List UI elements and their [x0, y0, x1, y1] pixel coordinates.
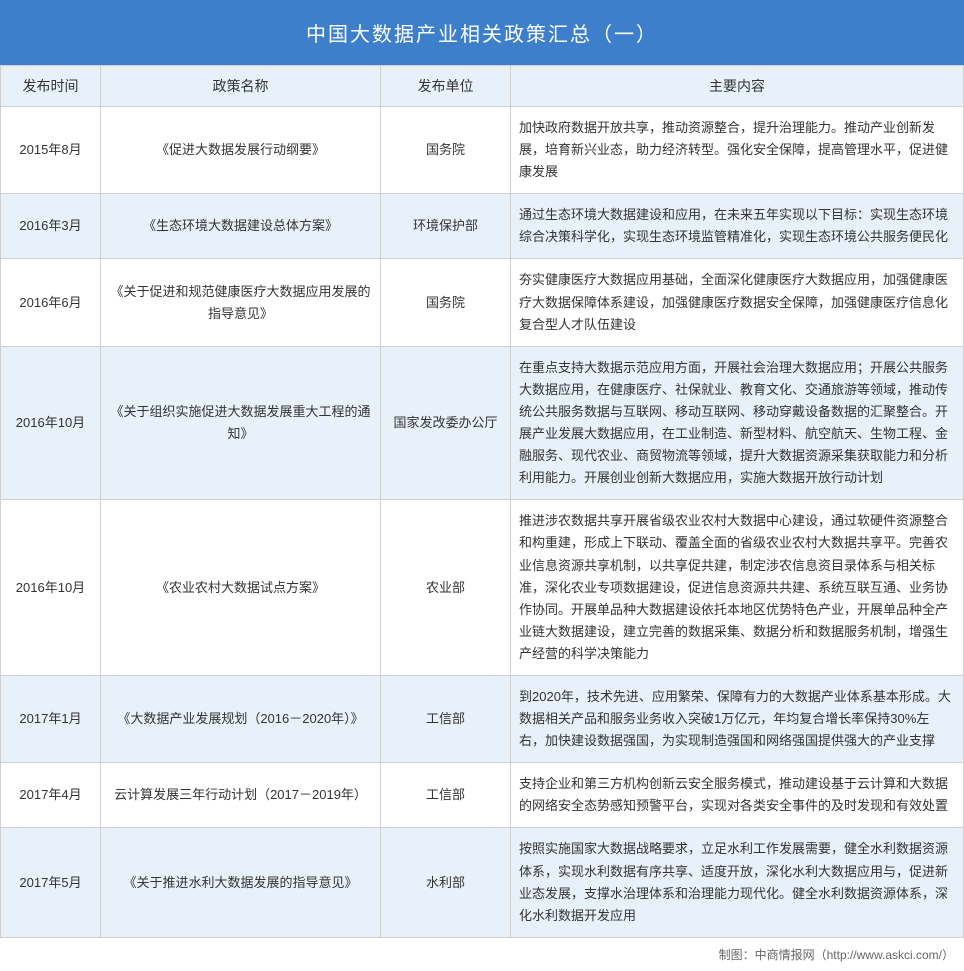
page-title: 中国大数据产业相关政策汇总（一） — [0, 0, 964, 65]
cell-name: 云计算发展三年行动计划（2017－2019年） — [101, 763, 381, 828]
table-row: 2017年5月 《关于推进水利大数据发展的指导意见》 水利部 按照实施国家大数据… — [1, 828, 964, 937]
cell-date: 2016年6月 — [1, 259, 101, 346]
cell-date: 2017年1月 — [1, 675, 101, 762]
cell-dept: 国家发改委办公厅 — [381, 346, 511, 500]
cell-content: 通过生态环境大数据建设和应用，在未来五年实现以下目标：实现生态环境综合决策科学化… — [511, 194, 964, 259]
cell-name: 《大数据产业发展规划（2016－2020年）》 — [101, 675, 381, 762]
policy-table-container: 中国大数据产业相关政策汇总（一） 发布时间 政策名称 发布单位 主要内容 201… — [0, 0, 964, 971]
cell-content: 按照实施国家大数据战略要求，立足水利工作发展需要，健全水利数据资源体系，实现水利… — [511, 828, 964, 937]
cell-content: 到2020年，技术先进、应用繁荣、保障有力的大数据产业体系基本形成。大数据相关产… — [511, 675, 964, 762]
cell-name: 《关于推进水利大数据发展的指导意见》 — [101, 828, 381, 937]
header-name: 政策名称 — [101, 66, 381, 107]
cell-content: 支持企业和第三方机构创新云安全服务模式，推动建设基于云计算和大数据的网络安全态势… — [511, 763, 964, 828]
cell-dept: 水利部 — [381, 828, 511, 937]
cell-date: 2017年5月 — [1, 828, 101, 937]
policy-table: 发布时间 政策名称 发布单位 主要内容 2015年8月 《促进大数据发展行动纲要… — [0, 65, 964, 938]
cell-content: 推进涉农数据共享开展省级农业农村大数据中心建设，通过软硬件资源整合和构重建，形成… — [511, 500, 964, 676]
table-row: 2017年1月 《大数据产业发展规划（2016－2020年）》 工信部 到202… — [1, 675, 964, 762]
cell-dept: 国务院 — [381, 107, 511, 194]
table-row: 2017年4月 云计算发展三年行动计划（2017－2019年） 工信部 支持企业… — [1, 763, 964, 828]
cell-name: 《关于组织实施促进大数据发展重大工程的通知》 — [101, 346, 381, 500]
cell-date: 2016年10月 — [1, 346, 101, 500]
footer-credit: 制图：中商情报网（http://www.askci.com/） — [0, 938, 964, 971]
cell-dept: 工信部 — [381, 675, 511, 762]
table-row: 2015年8月 《促进大数据发展行动纲要》 国务院 加快政府数据开放共享，推动资… — [1, 107, 964, 194]
cell-date: 2016年3月 — [1, 194, 101, 259]
cell-dept: 农业部 — [381, 500, 511, 676]
cell-content: 夯实健康医疗大数据应用基础，全面深化健康医疗大数据应用，加强健康医疗大数据保障体… — [511, 259, 964, 346]
table-header-row: 发布时间 政策名称 发布单位 主要内容 — [1, 66, 964, 107]
cell-dept: 工信部 — [381, 763, 511, 828]
cell-content: 加快政府数据开放共享，推动资源整合，提升治理能力。推动产业创新发展，培育新兴业态… — [511, 107, 964, 194]
cell-name: 《促进大数据发展行动纲要》 — [101, 107, 381, 194]
cell-dept: 环境保护部 — [381, 194, 511, 259]
cell-name: 《关于促进和规范健康医疗大数据应用发展的指导意见》 — [101, 259, 381, 346]
cell-date: 2015年8月 — [1, 107, 101, 194]
cell-dept: 国务院 — [381, 259, 511, 346]
header-dept: 发布单位 — [381, 66, 511, 107]
cell-name: 《生态环境大数据建设总体方案》 — [101, 194, 381, 259]
table-row: 2016年3月 《生态环境大数据建设总体方案》 环境保护部 通过生态环境大数据建… — [1, 194, 964, 259]
cell-date: 2017年4月 — [1, 763, 101, 828]
header-content: 主要内容 — [511, 66, 964, 107]
table-row: 2016年10月 《农业农村大数据试点方案》 农业部 推进涉农数据共享开展省级农… — [1, 500, 964, 676]
cell-name: 《农业农村大数据试点方案》 — [101, 500, 381, 676]
table-row: 2016年10月 《关于组织实施促进大数据发展重大工程的通知》 国家发改委办公厅… — [1, 346, 964, 500]
cell-date: 2016年10月 — [1, 500, 101, 676]
table-row: 2016年6月 《关于促进和规范健康医疗大数据应用发展的指导意见》 国务院 夯实… — [1, 259, 964, 346]
header-date: 发布时间 — [1, 66, 101, 107]
cell-content: 在重点支持大数据示范应用方面，开展社会治理大数据应用；开展公共服务大数据应用，在… — [511, 346, 964, 500]
